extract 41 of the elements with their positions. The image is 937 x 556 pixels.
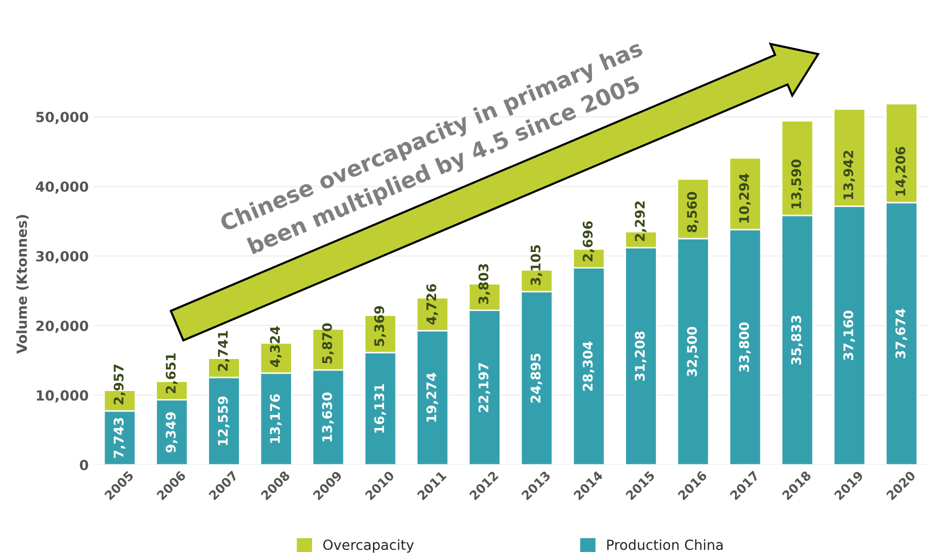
data-label: 13,630 bbox=[322, 392, 334, 442]
data-label: 16,131 bbox=[374, 384, 386, 433]
data-label: 24,895 bbox=[530, 354, 542, 403]
y-tick-label: 0 bbox=[80, 460, 88, 470]
data-label: 7,743 bbox=[114, 418, 126, 458]
data-label: 3,105 bbox=[530, 245, 542, 286]
data-label: 37,160 bbox=[843, 310, 855, 360]
data-label: 37,674 bbox=[895, 308, 908, 358]
data-label: 19,274 bbox=[426, 372, 438, 422]
legend-label: Overcapacity bbox=[323, 539, 414, 553]
data-label: 4,324 bbox=[270, 326, 282, 367]
y-axis-title: Volume (Ktonnes) bbox=[16, 215, 29, 354]
data-label: 13,942 bbox=[843, 150, 855, 200]
data-label: 2,741 bbox=[218, 331, 230, 371]
data-label: 32,500 bbox=[686, 326, 699, 376]
data-label: 35,833 bbox=[791, 316, 803, 365]
y-tick-label: 10,000 bbox=[36, 390, 88, 402]
data-label: 33,800 bbox=[739, 322, 751, 372]
y-tick-label: 50,000 bbox=[36, 112, 88, 124]
data-label: 5,369 bbox=[374, 306, 386, 346]
data-label: 22,197 bbox=[478, 363, 490, 412]
data-label: 2,957 bbox=[114, 364, 126, 404]
data-label: 2,651 bbox=[166, 353, 178, 394]
y-tick-label: 40,000 bbox=[36, 181, 88, 194]
data-label: 2,292 bbox=[634, 201, 646, 241]
data-label: 31,208 bbox=[634, 332, 646, 381]
data-label: 28,304 bbox=[582, 341, 594, 391]
data-label: 5,870 bbox=[322, 323, 334, 364]
data-label: 13,176 bbox=[270, 394, 282, 443]
y-tick-label: 30,000 bbox=[36, 250, 88, 264]
data-label: 10,294 bbox=[739, 174, 751, 222]
legend-label: Production China bbox=[607, 539, 723, 550]
y-tick-label: 20,000 bbox=[36, 320, 88, 333]
data-label: 9,349 bbox=[166, 412, 178, 452]
data-label: 14,206 bbox=[895, 146, 908, 196]
data-label: 8,560 bbox=[686, 192, 699, 232]
data-label: 2,696 bbox=[582, 221, 594, 262]
data-label: 3,803 bbox=[478, 264, 490, 304]
data-label: 13,590 bbox=[791, 160, 803, 208]
data-label: 12,559 bbox=[218, 396, 230, 446]
data-label: 4,726 bbox=[426, 284, 438, 325]
